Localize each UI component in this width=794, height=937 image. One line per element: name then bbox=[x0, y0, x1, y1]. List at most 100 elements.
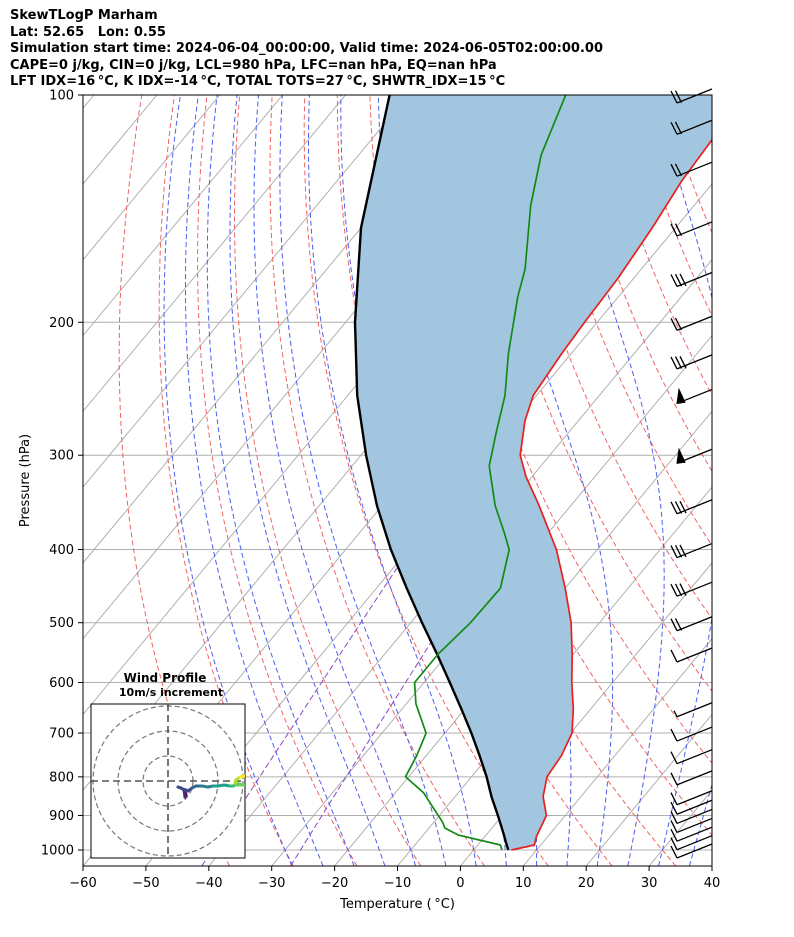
hodograph-title: Wind Profile bbox=[124, 671, 207, 685]
moist-adiabat bbox=[481, 95, 614, 866]
barb-staff bbox=[676, 119, 713, 135]
x-tick-label: 40 bbox=[704, 876, 721, 891]
isotherm-line bbox=[83, 95, 346, 413]
x-tick-label: −40 bbox=[195, 876, 222, 891]
location-line: Lat: 52.65 Lon: 0.55 bbox=[10, 24, 166, 40]
barb-staff bbox=[676, 221, 713, 237]
moist-adiabat bbox=[308, 95, 477, 866]
barb-staff bbox=[676, 770, 713, 786]
dry-adiabat bbox=[158, 95, 294, 866]
wind-barb bbox=[670, 726, 713, 742]
x-tick-label: −60 bbox=[69, 876, 96, 891]
wind-barb bbox=[670, 221, 713, 237]
barb-flag bbox=[670, 163, 678, 177]
wind-barb bbox=[670, 817, 713, 834]
barb-flag bbox=[670, 317, 678, 331]
barb-flag bbox=[674, 273, 683, 287]
moist-adiabat bbox=[163, 95, 293, 866]
barb-staff bbox=[676, 843, 713, 859]
barb-flag bbox=[670, 501, 678, 515]
barb-pennant bbox=[676, 447, 686, 464]
barb-flag bbox=[670, 356, 678, 370]
isotherm-line bbox=[83, 95, 283, 337]
barb-flag bbox=[679, 500, 687, 514]
chart-header: SkewTLogP Marham Lat: 52.65 Lon: 0.55 Si… bbox=[10, 8, 603, 91]
dry-adiabat bbox=[499, 95, 712, 620]
barb-flag bbox=[670, 90, 678, 104]
time-line: Simulation start time: 2024-06-04_00:00:… bbox=[10, 41, 603, 56]
barb-flag bbox=[674, 121, 683, 135]
moist-adiabat bbox=[229, 95, 386, 866]
barb-flag bbox=[670, 772, 678, 786]
isotherm-line bbox=[648, 789, 712, 866]
barb-flag bbox=[674, 317, 683, 331]
wind-barb bbox=[676, 447, 713, 464]
barb-flag bbox=[670, 728, 678, 742]
x-tick-label: −30 bbox=[258, 876, 285, 891]
isotherm-line bbox=[83, 95, 409, 488]
y-tick-label: 200 bbox=[49, 316, 74, 331]
moist-adiabat bbox=[654, 95, 712, 866]
chart-title: SkewTLogP Marham bbox=[10, 8, 158, 23]
x-tick-label: 0 bbox=[456, 876, 464, 891]
mixing-ratio-line bbox=[201, 549, 410, 866]
barb-flag bbox=[670, 751, 678, 764]
x-tick-label: −50 bbox=[132, 876, 159, 891]
moist-adiabat bbox=[556, 95, 665, 866]
barb-flag bbox=[670, 618, 678, 632]
dry-adiabat bbox=[728, 95, 794, 866]
x-tick-label: 30 bbox=[641, 876, 658, 891]
cape-line: CAPE=0 j/kg, CIN=0 j/kg, LCL=980 hPa, LF… bbox=[10, 57, 497, 73]
profile-lines bbox=[353, 95, 712, 851]
barb-flag bbox=[670, 828, 678, 842]
wind-barb bbox=[670, 808, 713, 825]
barb-staff bbox=[676, 499, 713, 515]
barb-flag bbox=[679, 544, 687, 558]
wind-barb bbox=[670, 835, 713, 851]
barb-flag bbox=[670, 649, 678, 663]
barb-staff bbox=[676, 826, 713, 842]
barb-flag bbox=[674, 501, 683, 514]
barb-staff bbox=[676, 315, 713, 331]
wind-barb bbox=[670, 88, 713, 104]
x-tick-label: 20 bbox=[578, 876, 595, 891]
dry-adiabat bbox=[467, 95, 712, 692]
axes: −60 −50 −40 −30 −20 −10 0 10 20 30 40 1000 900 800 700… bbox=[18, 89, 720, 913]
barb-staff bbox=[676, 835, 713, 851]
dewpoint-profile-line bbox=[404, 95, 567, 851]
barb-staff bbox=[676, 271, 713, 288]
barb-staff bbox=[676, 817, 713, 834]
cape-cin-shade bbox=[355, 95, 712, 850]
barb-staff bbox=[676, 647, 713, 663]
isotherm-line bbox=[208, 259, 712, 866]
barb-staff bbox=[676, 808, 713, 825]
barb-flag bbox=[670, 811, 678, 824]
barb-flag bbox=[679, 356, 687, 369]
barb-staff bbox=[676, 88, 713, 104]
hodograph-segment bbox=[176, 785, 190, 793]
y-tick-label: 600 bbox=[49, 676, 74, 691]
moist-adiabat bbox=[185, 95, 324, 866]
wind-barb bbox=[670, 499, 713, 515]
barb-flag bbox=[674, 618, 683, 631]
isotherm-line bbox=[711, 865, 712, 866]
hodograph-plot bbox=[91, 704, 245, 858]
isotherm-line bbox=[271, 334, 712, 866]
wind-barb bbox=[670, 826, 713, 842]
index-line: LFT IDX=16 °C, K IDX=-14 °C, TOTAL TOTS=… bbox=[10, 74, 506, 89]
wind-barb bbox=[670, 843, 713, 859]
y-tick-label: 400 bbox=[49, 543, 74, 558]
wind-barb bbox=[670, 542, 713, 559]
barb-flag bbox=[679, 273, 687, 287]
dry-adiabat bbox=[197, 95, 358, 866]
barb-staff bbox=[676, 542, 713, 559]
barb-flag bbox=[670, 121, 678, 135]
barb-flag bbox=[674, 163, 683, 177]
wind-barb bbox=[676, 387, 713, 405]
x-tick-label: 10 bbox=[515, 876, 532, 891]
barb-flag bbox=[674, 356, 683, 369]
dry-adiabat bbox=[402, 95, 712, 836]
moist-adiabat bbox=[688, 782, 712, 866]
y-tick-label: 100 bbox=[49, 89, 74, 104]
y-tick-label: 700 bbox=[49, 727, 74, 742]
